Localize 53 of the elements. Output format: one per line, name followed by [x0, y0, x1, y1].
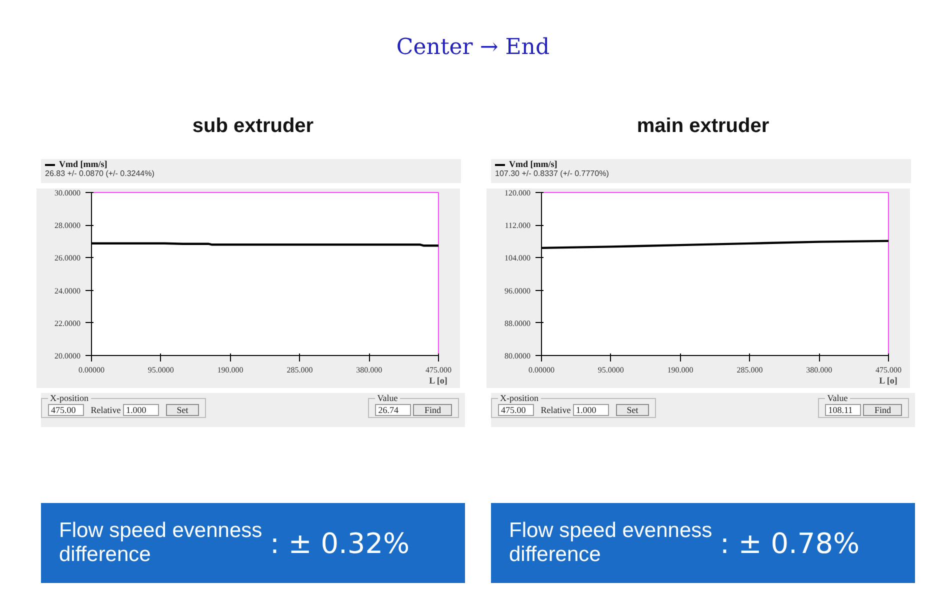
y-tick-label: 120.000: [504, 188, 530, 198]
y-tick-label: 28.0000: [54, 221, 80, 230]
x-tick-label: 475.000: [876, 366, 902, 374]
x-tick-label: 0.00000: [528, 366, 554, 374]
y-tick-label: 104.000: [504, 254, 530, 263]
x-tick-label: 95.0000: [598, 366, 624, 374]
x-tick-label: 285.000: [736, 366, 763, 374]
chart-title: sub extruder: [191, 115, 315, 138]
text: : ± 0.32%: [270, 526, 410, 560]
text: 26.74: [375, 404, 412, 416]
x-tick-label: 95.0000: [148, 366, 174, 374]
text: Relative: [90, 405, 121, 415]
x-axis-title: L [o]: [879, 376, 898, 386]
y-tick-label: 20.0000: [54, 352, 80, 360]
text: Value: [826, 393, 849, 403]
text: 475.00: [48, 404, 84, 416]
text: Center → End: [395, 35, 551, 60]
y-tick-label: 24.0000: [54, 286, 80, 296]
text: Set: [166, 404, 200, 416]
y-tick-label: 96.0000: [504, 286, 530, 296]
x-tick-label: 475.000: [426, 366, 452, 374]
text: Value: [376, 393, 399, 403]
text: Set: [616, 404, 650, 416]
chart-subtitle: 26.83 +/- 0.0870 (+/- 0.3244%): [45, 169, 156, 179]
x-tick-label: 380.000: [356, 366, 382, 374]
text: : ± 0.78%: [720, 526, 860, 560]
x-tick-label: 190.000: [667, 366, 694, 374]
y-tick-label: 112.000: [504, 221, 530, 230]
text: 1.000: [573, 404, 609, 416]
x-tick-label: 285.000: [286, 366, 313, 374]
text: Find: [863, 404, 902, 416]
text: Find: [413, 404, 452, 416]
text: 108.11: [825, 404, 862, 416]
y-tick-label: 88.0000: [504, 318, 530, 328]
x-tick-label: 190.000: [217, 366, 244, 374]
text: X-position: [499, 393, 540, 403]
text: Flow speed evenness difference: [509, 519, 714, 567]
text: Relative: [540, 405, 571, 415]
y-tick-label: 80.0000: [504, 352, 530, 360]
y-tick-label: 30.0000: [54, 188, 80, 198]
legend-label: Vmd [mm/s]: [508, 159, 558, 169]
y-tick-label: 22.0000: [54, 318, 80, 328]
chart-title: main extruder: [636, 115, 770, 138]
text: Flow speed evenness difference: [59, 519, 264, 567]
x-tick-label: 0.00000: [78, 366, 104, 374]
x-tick-label: 380.000: [806, 366, 832, 374]
text: 475.00: [498, 404, 534, 416]
text: 1.000: [123, 404, 159, 416]
chart-subtitle: 107.30 +/- 0.8337 (+/- 0.7770%): [495, 169, 610, 179]
text: X-position: [49, 393, 90, 403]
legend-label: Vmd [mm/s]: [58, 159, 108, 169]
y-tick-label: 26.0000: [54, 254, 80, 263]
x-axis-title: L [o]: [429, 376, 448, 386]
